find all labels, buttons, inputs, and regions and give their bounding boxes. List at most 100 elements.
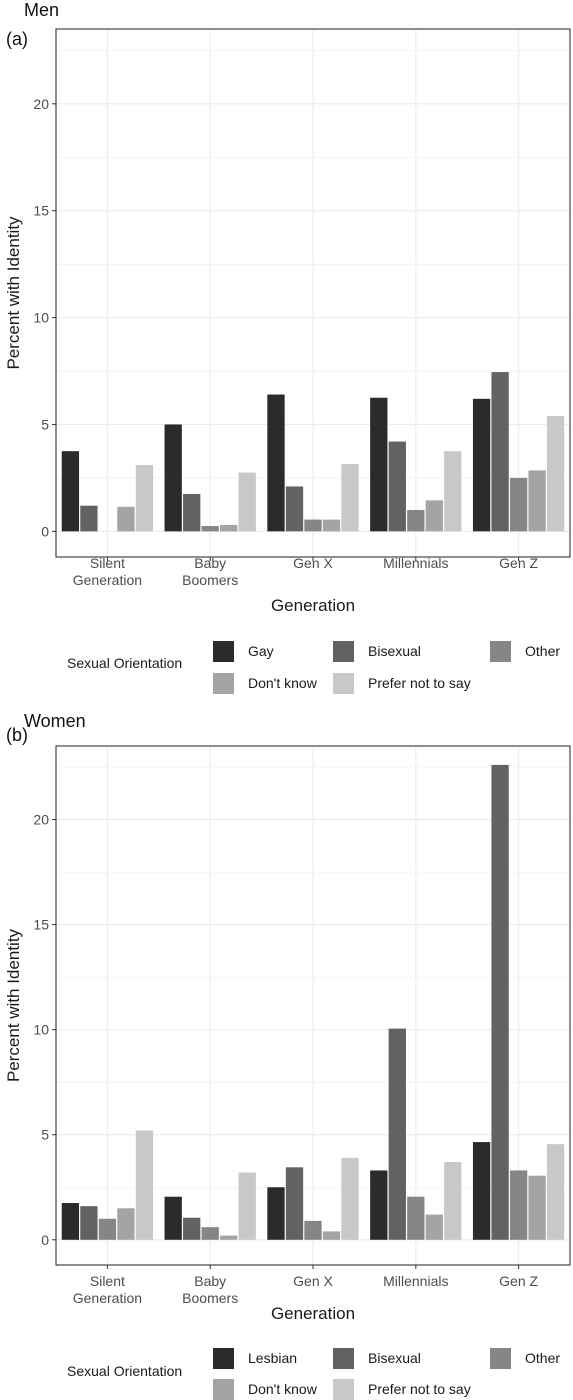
bar <box>61 1203 80 1240</box>
legend-key <box>490 1348 511 1369</box>
x-tick-label: Millennials <box>383 555 448 571</box>
legend-key <box>213 641 234 662</box>
bar <box>444 451 462 532</box>
y-axis-title: Percent with Identity <box>4 928 23 1082</box>
legend-label: Prefer not to say <box>368 1381 471 1397</box>
y-tick-label: 20 <box>33 812 49 828</box>
bar <box>183 1217 201 1240</box>
x-tick-label: Silent Generation <box>73 555 142 588</box>
bar <box>304 519 322 532</box>
legend-label: Other <box>525 643 560 659</box>
y-tick-label: 15 <box>33 203 49 219</box>
legend-key <box>333 1379 354 1400</box>
bar <box>322 519 341 532</box>
bar <box>238 472 256 532</box>
bar <box>117 1208 135 1240</box>
bar <box>238 1172 256 1240</box>
bar <box>267 394 285 532</box>
bar <box>135 1130 154 1240</box>
y-tick-label: 0 <box>41 523 49 539</box>
x-tick-label: Silent Generation <box>73 1273 142 1306</box>
bar <box>220 1235 238 1240</box>
bar <box>201 526 219 532</box>
bar <box>546 415 565 532</box>
legend-label: Prefer not to say <box>368 675 471 691</box>
x-tick-label: Gen Z <box>499 1273 538 1289</box>
legend-label: Bisexual <box>368 1350 421 1366</box>
bar <box>61 451 80 532</box>
panel-title: Women <box>24 711 86 731</box>
legend-key <box>490 641 511 662</box>
legend: Sexual Orientation Gay Bisexual Other Don't … <box>67 641 560 694</box>
legend-title: Sexual Orientation <box>67 1363 182 1379</box>
x-axis-title: Generation <box>271 1304 355 1323</box>
y-tick-label: 5 <box>41 416 49 432</box>
x-tick-label: Gen X <box>293 1273 333 1289</box>
legend-label: Lesbian <box>248 1350 297 1366</box>
bar <box>388 1028 406 1240</box>
bar <box>491 764 509 1240</box>
bar <box>322 1231 341 1240</box>
legend-label: Don't know <box>248 675 318 691</box>
legend-key <box>333 1348 354 1369</box>
bar <box>425 1214 443 1240</box>
x-tick-label: Baby Boomers <box>182 555 238 588</box>
bar <box>135 465 154 532</box>
bar <box>472 398 491 532</box>
bar <box>183 493 201 532</box>
legend-label: Other <box>525 1350 560 1366</box>
y-tick-label: 0 <box>41 1232 49 1248</box>
bar <box>341 464 359 532</box>
bar <box>285 486 304 532</box>
bar <box>220 524 238 532</box>
bar <box>491 372 509 532</box>
panel-label: (a) <box>6 29 28 49</box>
bar <box>425 500 443 532</box>
y-tick-label: 10 <box>33 310 49 326</box>
bar <box>98 1218 117 1240</box>
bar <box>341 1157 359 1240</box>
x-axis-title: Generation <box>271 596 355 615</box>
panel-label: (b) <box>6 725 28 745</box>
bar <box>80 505 98 532</box>
bar <box>117 506 135 532</box>
legend: Sexual Orientation Lesbian Bisexual Other Do… <box>67 1348 560 1400</box>
legend-key <box>213 1379 234 1400</box>
bar <box>80 1206 98 1240</box>
y-axis-title: Percent with Identity <box>4 216 23 370</box>
bar <box>528 470 546 532</box>
x-tick-label: Gen Z <box>499 555 538 571</box>
bar <box>407 1196 425 1240</box>
bar <box>201 1227 219 1240</box>
chart-panel-a: 0 5 10 15 20 Silent Generation Baby Boomers Gen X… <box>4 0 571 694</box>
legend-key <box>213 673 234 694</box>
legend-key <box>333 641 354 662</box>
bar <box>509 477 528 532</box>
chart-panel-b: 0 5 10 15 20 Silent Generation Baby Boomers Gen X… <box>4 711 571 1400</box>
legend-key <box>213 1348 234 1369</box>
bar <box>164 424 182 532</box>
bar <box>472 1142 491 1240</box>
bar <box>164 1196 182 1240</box>
legend-key <box>333 673 354 694</box>
bar <box>370 397 388 532</box>
bar <box>509 1170 528 1240</box>
y-tick-label: 15 <box>33 917 49 933</box>
bar <box>444 1162 462 1240</box>
y-tick-label: 20 <box>33 96 49 112</box>
legend-label: Bisexual <box>368 643 421 659</box>
bar <box>407 509 425 532</box>
bar <box>546 1144 565 1240</box>
x-tick-label: Millennials <box>383 1273 448 1289</box>
bar <box>370 1170 388 1240</box>
bar <box>388 441 406 532</box>
legend-label: Gay <box>248 643 274 659</box>
y-tick-label: 5 <box>41 1127 49 1143</box>
bar <box>528 1175 546 1240</box>
bar <box>267 1187 285 1240</box>
bar <box>285 1167 304 1240</box>
bar <box>304 1220 322 1240</box>
x-tick-label: Baby Boomers <box>182 1273 238 1306</box>
x-tick-label: Gen X <box>293 555 333 571</box>
